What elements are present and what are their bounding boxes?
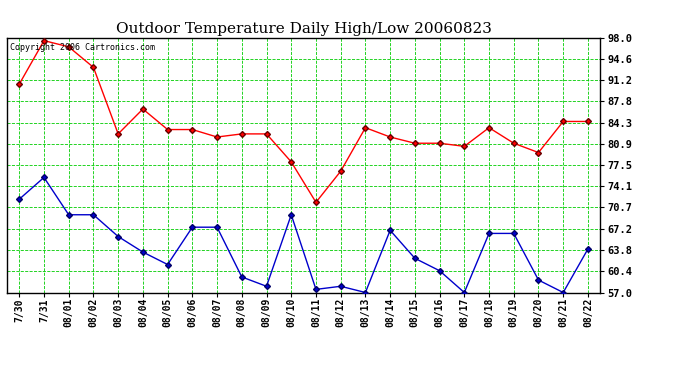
Title: Outdoor Temperature Daily High/Low 20060823: Outdoor Temperature Daily High/Low 20060… (116, 22, 491, 36)
Text: Copyright 2006 Cartronics.com: Copyright 2006 Cartronics.com (10, 43, 155, 52)
